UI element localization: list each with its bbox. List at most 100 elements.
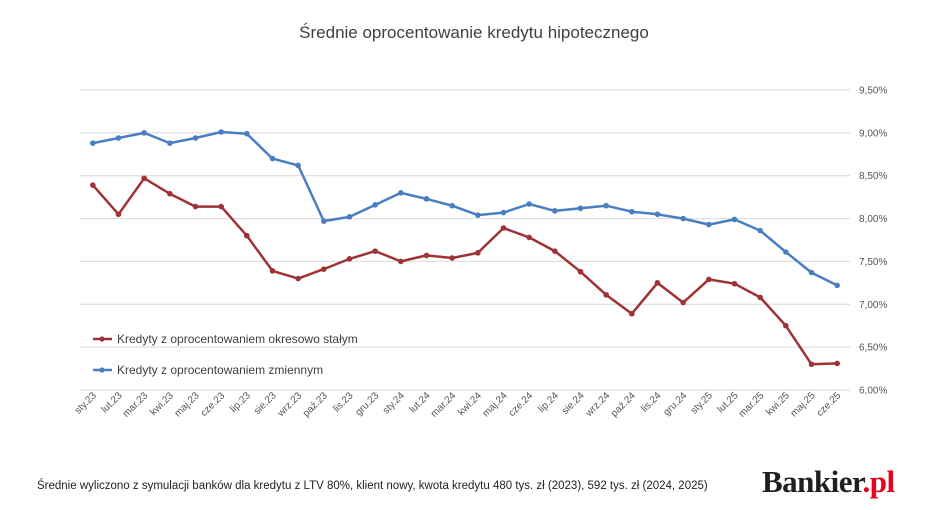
data-point bbox=[834, 282, 840, 289]
y-tick-label: 7,00% bbox=[859, 300, 887, 311]
data-point bbox=[372, 248, 378, 254]
x-tick-label: sty.23 bbox=[73, 390, 99, 416]
y-tick-label: 9,50% bbox=[859, 86, 887, 97]
data-point bbox=[115, 211, 122, 218]
data-point bbox=[398, 258, 404, 265]
data-point bbox=[244, 232, 250, 239]
x-tick-label: paź.23 bbox=[301, 390, 330, 419]
x-tick-label: lis.23 bbox=[331, 390, 356, 415]
chart-title: Średnie oprocentowanie kredytu hipoteczn… bbox=[299, 23, 649, 42]
data-point bbox=[167, 190, 173, 197]
x-tick-label: lip.23 bbox=[228, 390, 253, 415]
data-point bbox=[757, 227, 763, 234]
data-point bbox=[500, 225, 507, 231]
data-point bbox=[654, 280, 661, 286]
x-tick-label: gru.24 bbox=[661, 390, 689, 418]
data-point bbox=[526, 234, 532, 241]
series-line bbox=[92, 130, 838, 287]
data-point bbox=[321, 218, 327, 224]
data-point bbox=[552, 248, 558, 254]
data-point bbox=[244, 130, 250, 137]
data-point bbox=[321, 266, 327, 272]
bankier-logo[interactable]: Bankier.pl bbox=[762, 464, 895, 500]
x-tick-label: kwi.23 bbox=[148, 390, 176, 418]
x-tick-label: sty.25 bbox=[689, 390, 715, 416]
gridlines bbox=[80, 89, 850, 391]
data-point bbox=[295, 162, 301, 169]
data-point bbox=[577, 205, 584, 212]
legend: Kredyty z oprocentowaniem okresowo stały… bbox=[93, 332, 358, 377]
x-tick-label: maj.23 bbox=[173, 390, 202, 419]
y-axis-tick-labels: 9,50% 9,00% 8,50% 8,00% 7,50% 7,00% 6,50% 6,00% bbox=[859, 86, 887, 397]
x-tick-label: mar.24 bbox=[429, 390, 459, 420]
x-tick-label: cze.23 bbox=[199, 390, 228, 419]
logo-text: Bankier bbox=[762, 464, 863, 499]
data-point bbox=[141, 130, 147, 136]
data-point bbox=[731, 216, 738, 223]
y-tick-label: 8,00% bbox=[859, 214, 887, 225]
data-point bbox=[295, 275, 301, 282]
data-point bbox=[731, 280, 738, 287]
x-tick-label: sty.24 bbox=[381, 390, 407, 416]
data-point bbox=[808, 269, 815, 276]
logo-suffix: .pl bbox=[862, 464, 895, 499]
data-point bbox=[706, 221, 712, 228]
data-point bbox=[808, 361, 815, 368]
data-point bbox=[218, 203, 224, 210]
data-point bbox=[449, 255, 455, 261]
y-tick-label: 6,00% bbox=[859, 386, 887, 397]
x-tick-label: wrz.24 bbox=[583, 390, 613, 420]
data-point bbox=[218, 129, 224, 135]
data-point bbox=[603, 202, 609, 209]
data-point bbox=[141, 175, 147, 182]
data-point bbox=[449, 202, 455, 209]
line-chart: Średnie oprocentowanie kredytu hipoteczn… bbox=[73, 23, 888, 420]
legend-label-variable-rate: Kredyty z oprocentowaniem zmiennym bbox=[117, 363, 323, 377]
data-point bbox=[475, 212, 481, 218]
y-tick-label: 8,50% bbox=[859, 171, 887, 182]
data-point bbox=[372, 202, 378, 208]
data-point bbox=[680, 215, 686, 222]
data-point bbox=[269, 268, 276, 274]
data-point bbox=[680, 299, 686, 306]
legend-marker-fixed-rate bbox=[99, 336, 105, 342]
data-point bbox=[346, 214, 353, 220]
data-point bbox=[629, 208, 635, 215]
data-point bbox=[783, 249, 789, 255]
data-point bbox=[423, 196, 430, 202]
x-tick-label: maj.25 bbox=[789, 390, 818, 419]
x-tick-label: maj.24 bbox=[481, 390, 510, 419]
x-tick-label: mar.23 bbox=[121, 390, 151, 420]
data-point bbox=[654, 211, 661, 218]
x-tick-label: cze.24 bbox=[507, 390, 536, 419]
y-tick-label: 9,00% bbox=[859, 128, 887, 139]
data-point bbox=[192, 203, 199, 210]
data-point bbox=[346, 256, 353, 262]
data-point bbox=[90, 140, 96, 146]
x-tick-label: lip.24 bbox=[536, 390, 561, 415]
x-tick-label: gru.23 bbox=[353, 390, 381, 418]
data-point bbox=[90, 182, 96, 188]
data-point bbox=[526, 201, 532, 207]
data-point bbox=[603, 292, 609, 298]
data-point bbox=[834, 360, 840, 367]
data-point bbox=[500, 209, 507, 216]
x-tick-label: paź.24 bbox=[609, 390, 638, 419]
data-point bbox=[475, 250, 481, 256]
data-point bbox=[192, 135, 199, 141]
data-point bbox=[269, 155, 276, 162]
data-point bbox=[398, 190, 404, 196]
data-point bbox=[629, 310, 635, 317]
x-tick-label: wrz.23 bbox=[275, 390, 305, 420]
x-tick-label: sie.24 bbox=[560, 390, 587, 417]
legend-item-variable-rate: Kredyty z oprocentowaniem zmiennym bbox=[93, 363, 323, 377]
x-tick-label: sie.23 bbox=[252, 390, 279, 417]
x-tick-label: kwi.24 bbox=[456, 390, 484, 418]
legend-marker-variable-rate bbox=[99, 367, 105, 373]
data-point bbox=[115, 135, 122, 141]
data-point bbox=[706, 276, 712, 283]
series-lines bbox=[90, 129, 840, 368]
data-point bbox=[577, 268, 584, 275]
data-point bbox=[167, 140, 173, 146]
data-point bbox=[552, 208, 558, 214]
